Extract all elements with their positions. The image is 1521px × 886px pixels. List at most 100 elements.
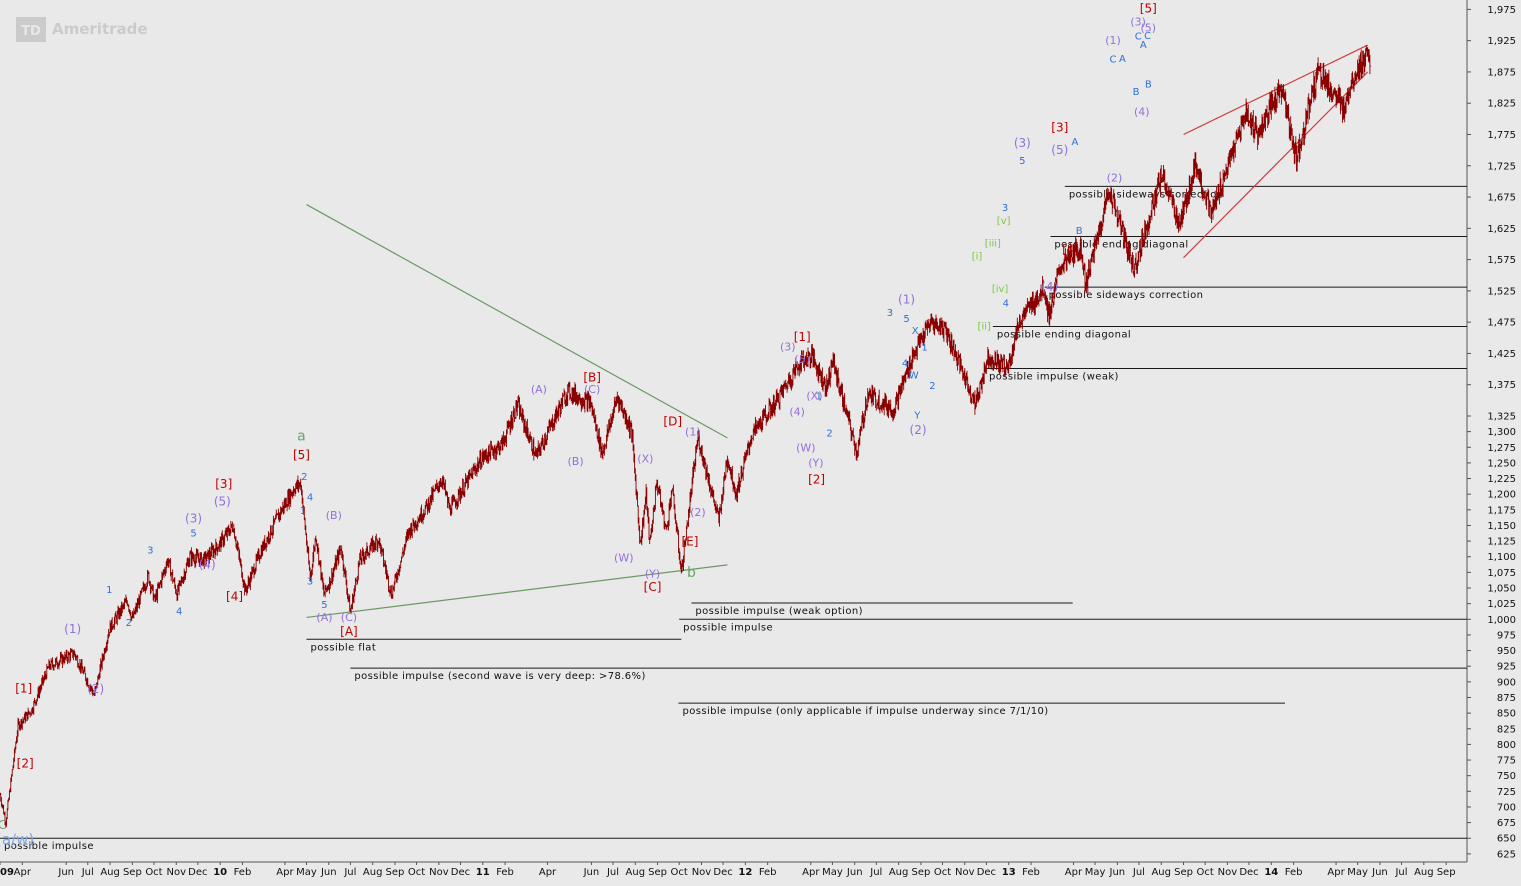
y-tick-label: 1,375 [1487, 380, 1516, 391]
wave-label: [B] [583, 371, 601, 385]
y-tick-label: 1,250 [1487, 458, 1516, 469]
wave-label: (4) [789, 405, 805, 418]
wave-label: 1 [106, 585, 112, 596]
wave-label: [1] [794, 330, 811, 344]
x-tick-label: Dec [451, 867, 470, 878]
wave-label: [ii] [978, 322, 991, 333]
wave-label: (2) [1107, 171, 1123, 184]
y-tick-label: 1,425 [1487, 349, 1516, 360]
wave-label: [D] [663, 414, 682, 428]
x-tick-label: Feb [1022, 867, 1040, 878]
x-tick-label: Apr [1065, 867, 1083, 878]
wave-label: 5 [321, 600, 327, 611]
x-tick-label: Jul [869, 867, 882, 878]
x-tick-label: 14 [1264, 867, 1278, 878]
wave-label: 2 [826, 429, 832, 440]
x-tick-label: Apr [14, 867, 32, 878]
wave-label: B [1145, 80, 1152, 91]
wave-label: C [1135, 31, 1142, 42]
watermark-text: Ameritrade [52, 20, 148, 38]
y-tick-label: 1,200 [1487, 490, 1516, 501]
x-tick-label: 09 [0, 867, 14, 878]
x-tick-label: 12 [738, 867, 752, 878]
wave-label: A [1071, 137, 1078, 148]
x-axis-ticks: 09 Apr Jun Jul Aug Sep Oct Nov Dec 10 Feb Apr May Jun… [0, 862, 1456, 878]
wave-label: [iii] [985, 238, 1001, 249]
wave-label: (3) [1130, 16, 1146, 29]
x-tick-label: Aug [363, 867, 383, 878]
wave-label: (Y) [808, 457, 823, 470]
y-tick-label: 750 [1497, 771, 1516, 782]
x-tick-label: Dec [188, 867, 207, 878]
x-tick-label: 11 [476, 867, 490, 878]
wave-label: B [1076, 226, 1083, 237]
wave-label: (W) [796, 442, 815, 455]
guidelines: possible sideways correction possible end… [0, 185, 1467, 852]
wave-label: C [1144, 31, 1151, 42]
wave-label: 5 [903, 314, 909, 325]
wave-label: (2) [87, 682, 104, 696]
wave-label: (Y) [645, 567, 660, 580]
x-tick-label: Aug [1151, 867, 1171, 878]
y-tick-label: 1,050 [1487, 584, 1516, 595]
wave-label: [v] [997, 216, 1011, 227]
wave-label: 2 [929, 381, 935, 392]
wave-label: (1) [64, 622, 81, 636]
wave-label: (5) [1140, 21, 1156, 34]
x-tick-label: Sep [386, 867, 405, 878]
x-tick-label: Oct [1196, 867, 1213, 878]
wave-label: (4) [1041, 280, 1058, 294]
trendline [306, 204, 728, 439]
wave-label: (1) [685, 425, 701, 438]
trendline [1183, 44, 1368, 136]
wave-label: [5] [293, 448, 310, 462]
wave-label: 4 [1003, 299, 1009, 310]
x-tick-label: 10 [213, 867, 227, 878]
x-tick-label: Jun [57, 867, 74, 878]
wave-label: 4 [176, 606, 182, 617]
guideline-label: possible impulse (weak) [989, 371, 1119, 382]
wave-label: (A) [316, 611, 332, 624]
y-tick-label: 1,625 [1487, 224, 1516, 235]
wave-label: 4 [307, 492, 313, 503]
x-tick-label: Sep [123, 867, 142, 878]
x-tick-label: Oct [145, 867, 162, 878]
wave-label: [1] [15, 681, 32, 695]
x-tick-label: Dec [713, 867, 732, 878]
wave-label: b [687, 565, 696, 581]
x-tick-label: Dec [977, 867, 996, 878]
wave-label: 3 [1002, 203, 1008, 214]
x-tick-label: May [296, 867, 317, 878]
wave-label: W [909, 370, 919, 381]
wave-label: (W) [614, 552, 633, 565]
wave-label: [3] [1051, 120, 1068, 134]
wave-label: (X) [637, 452, 653, 465]
y-tick-label: 950 [1497, 646, 1516, 657]
x-tick-label: Feb [759, 867, 777, 878]
wave-label: (B) [568, 455, 584, 468]
y-tick-label: 1,225 [1487, 474, 1516, 485]
x-tick-label: Nov [692, 867, 712, 878]
guideline-label: possible flat [310, 642, 376, 653]
x-tick-label: Sep [911, 867, 930, 878]
wave-label: (5) [794, 353, 810, 366]
wave-label: 1 [300, 506, 306, 517]
x-tick-label: May [1085, 867, 1106, 878]
wave-label: [i] [972, 252, 983, 263]
wave-label: (3) [185, 511, 202, 525]
x-tick-label: Feb [1285, 867, 1303, 878]
wave-label: [4] [226, 590, 243, 604]
x-tick-label: Apr [1327, 867, 1345, 878]
guideline-label: possible sideways correction [1069, 189, 1224, 200]
wave-label: [A] [340, 625, 358, 639]
y-tick-label: 1,825 [1487, 99, 1516, 110]
y-tick-label: 1,150 [1487, 521, 1516, 532]
wave-label: (X) [806, 390, 822, 403]
guideline-label: possible sideways correction [1049, 290, 1204, 301]
wave-label: (3) [780, 340, 796, 353]
wave-label: 1 [816, 392, 822, 403]
wave-label: [4] [1062, 242, 1079, 256]
wave-label: 2 [301, 472, 307, 483]
x-tick-label: Jul [1132, 867, 1145, 878]
